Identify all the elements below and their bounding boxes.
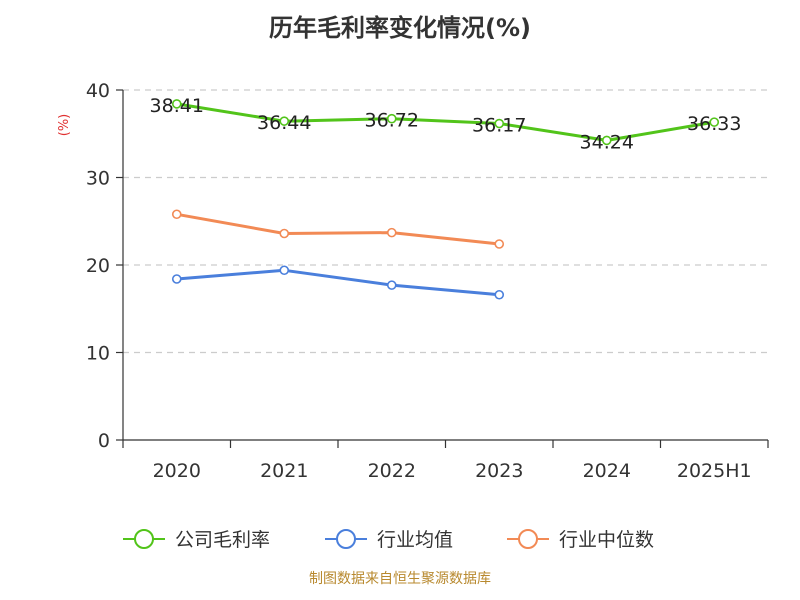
data-label: 36.33 — [687, 113, 741, 135]
series-line-2 — [176, 212, 500, 246]
data-point — [386, 227, 397, 238]
series-line-1 — [176, 268, 500, 297]
data-labels: 38.41 36.44 36.72 36.17 34.24 36.33 — [150, 95, 742, 153]
data-label: 34.24 — [580, 131, 634, 153]
legend-label: 行业均值 — [377, 529, 453, 551]
legend-marker — [336, 529, 356, 549]
legend-marker — [134, 529, 154, 549]
data-label: 36.72 — [365, 110, 419, 132]
data-point — [279, 228, 290, 239]
data-point — [601, 135, 612, 146]
x-tick-label: 2020 — [153, 460, 201, 482]
data-label: 36.44 — [257, 112, 311, 134]
data-point — [386, 113, 397, 124]
x-tick-label: 2023 — [475, 460, 523, 482]
y-axis-unit: (%) — [57, 114, 72, 137]
data-label: 36.17 — [472, 115, 526, 137]
data-point — [386, 280, 397, 290]
chart-title: 历年毛利率变化情况(%) — [269, 14, 531, 42]
x-tick-label: 2024 — [583, 460, 631, 482]
x-tick-label: 2021 — [260, 460, 308, 482]
legend-marker — [518, 529, 538, 549]
data-point — [171, 274, 182, 284]
grid-lines — [123, 89, 768, 354]
x-tick-label: 2025H1 — [677, 460, 752, 482]
data-point — [171, 209, 182, 220]
y-tick-label: 20 — [86, 255, 110, 277]
y-tick-label: 10 — [86, 343, 110, 365]
data-point — [279, 116, 290, 126]
legend-label: 行业中位数 — [559, 529, 654, 551]
data-point — [494, 289, 505, 300]
y-tick-label: 0 — [98, 430, 110, 452]
data-point — [494, 239, 505, 249]
source-note: 制图数据来自恒生聚源数据库 — [309, 571, 491, 587]
data-label: 38.41 — [150, 95, 204, 117]
data-point — [494, 118, 505, 129]
data-point — [709, 117, 720, 127]
data-point — [279, 265, 290, 276]
series-line-0 — [176, 102, 715, 142]
legend-label: 公司毛利率 — [175, 529, 270, 551]
legend: 公司毛利率 行业均值 行业中位数 — [123, 529, 654, 551]
data-point — [171, 99, 182, 109]
series-lines — [171, 99, 720, 300]
y-tick-label: 30 — [86, 168, 110, 190]
x-tick-label: 2022 — [368, 460, 416, 482]
y-tick-label: 40 — [86, 80, 110, 102]
axes: 0 10 20 30 40 2020 2021 2022 2023 2024 2025H1 — [86, 80, 769, 482]
